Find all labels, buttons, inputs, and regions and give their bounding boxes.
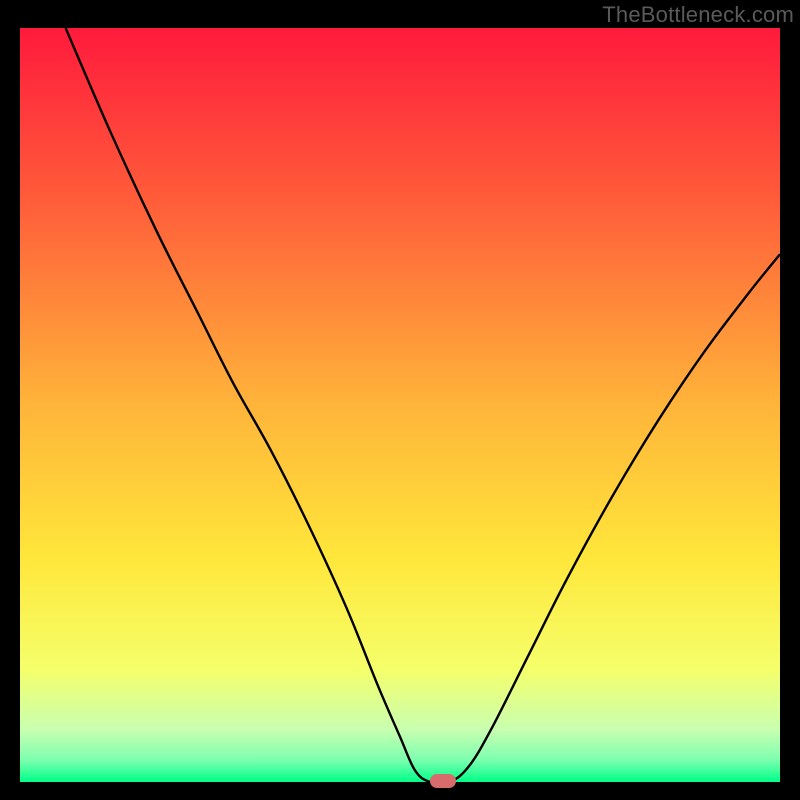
figure-canvas: TheBottleneck.com <box>0 0 800 800</box>
plot-area <box>20 28 780 782</box>
bottleneck-marker <box>430 774 456 788</box>
watermark-text: TheBottleneck.com <box>602 2 794 28</box>
bottleneck-curve <box>20 28 780 782</box>
curve-path <box>66 28 780 782</box>
